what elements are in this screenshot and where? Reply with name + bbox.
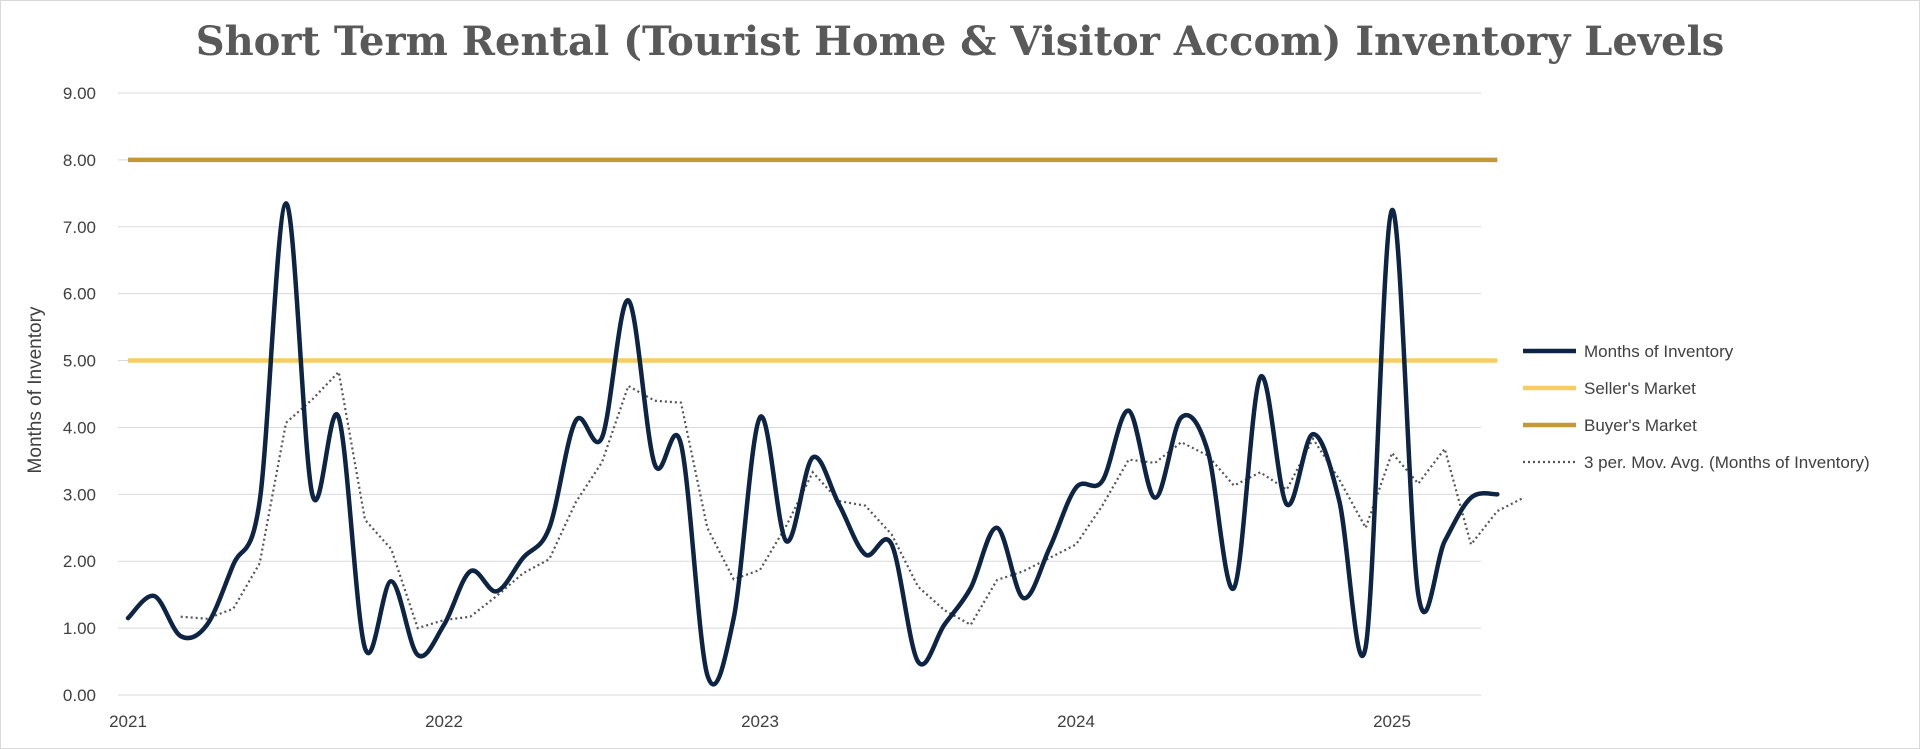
legend-label: Buyer's Market [1584,416,1697,435]
chart-title: Short Term Rental (Tourist Home & Visito… [195,18,1725,65]
moving-average-line [180,369,1525,630]
legend: Months of Inventory Seller's Market Buyer'… [1523,342,1870,472]
x-tick-label: 2023 [741,712,779,731]
gridlines [118,92,1481,696]
legend-label: Months of Inventory [1584,342,1734,361]
y-tick-label: 0.00 [63,686,96,705]
x-axis-ticks: 2021 2022 2023 2024 2025 [109,712,1411,731]
legend-label: Seller's Market [1584,379,1696,398]
y-tick-label: 3.00 [63,485,96,504]
y-tick-label: 2.00 [63,552,96,571]
y-tick-label: 1.00 [63,619,96,638]
x-tick-label: 2021 [109,712,147,731]
y-tick-label: 8.00 [63,151,96,170]
y-axis-ticks: 0.00 1.00 2.00 3.00 4.00 5.00 6.00 7.00 8.00 9.00 [63,84,96,705]
x-tick-label: 2025 [1373,712,1411,731]
series-lines [125,157,1525,687]
y-tick-label: 9.00 [63,84,96,103]
y-axis-label: Months of Inventory [25,306,46,473]
y-tick-label: 7.00 [63,218,96,237]
y-tick-label: 5.00 [63,352,96,371]
months-of-inventory-line [125,201,1500,687]
y-tick-label: 6.00 [63,285,96,304]
x-tick-label: 2022 [425,712,463,731]
legend-label: 3 per. Mov. Avg. (Months of Inventory) [1584,453,1870,472]
y-tick-label: 4.00 [63,418,96,437]
x-tick-label: 2024 [1057,712,1095,731]
